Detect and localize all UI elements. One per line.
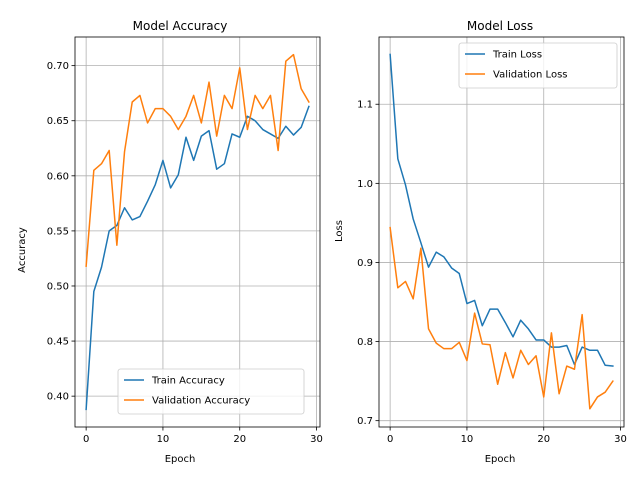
accuracy-legend-label: Validation Accuracy: [152, 396, 250, 407]
loss-series-validation-loss: [389, 226, 614, 410]
accuracy-y-tick-label: 0.70: [47, 61, 69, 72]
accuracy-x-axis-label: Epoch: [165, 454, 196, 465]
accuracy-y-tick-label: 0.65: [47, 116, 69, 127]
accuracy-x-tick-label: 30: [310, 434, 323, 445]
loss-x-tick-label: 30: [614, 434, 627, 445]
loss-legend-box: [458, 42, 618, 89]
loss-legend-label: Train Loss: [492, 50, 542, 61]
loss-y-tick-label: 1.0: [357, 179, 373, 190]
accuracy-x-tick-label: 0: [83, 434, 89, 445]
accuracy-legend: Train Accuracy Validation Accuracy: [117, 368, 305, 415]
accuracy-x-tick-label: 10: [157, 434, 170, 445]
accuracy-series-validation-accuracy: [85, 53, 310, 267]
accuracy-y-tick-label: 0.40: [47, 392, 69, 403]
accuracy-series-train-accuracy: [85, 105, 310, 411]
loss-y-tick-label: 0.7: [357, 416, 373, 427]
loss-x-tick-label: 10: [461, 434, 474, 445]
loss-x-tick-label: 20: [537, 434, 550, 445]
accuracy-x-tick-label: 20: [233, 434, 246, 445]
accuracy-legend-label: Train Accuracy: [151, 376, 225, 387]
accuracy-legend-box: [117, 368, 305, 415]
accuracy-y-tick-label: 0.60: [47, 171, 69, 182]
loss-legend-label: Validation Loss: [493, 70, 568, 81]
loss-y-tick-label: 0.9: [357, 258, 373, 269]
loss-chart: Model Loss Epoch Loss 0 10 20 30 0.7 0.8 0.9 1.…: [334, 19, 627, 465]
loss-chart-title: Model Loss: [467, 19, 533, 33]
loss-x-axis-label: Epoch: [485, 454, 516, 465]
accuracy-chart-title: Model Accuracy: [133, 19, 228, 33]
loss-y-axis-label: Loss: [334, 220, 345, 242]
loss-legend: Train Loss Validation Loss: [458, 42, 618, 89]
loss-y-tick-label: 1.1: [357, 100, 373, 111]
accuracy-chart: Model Accuracy Epoch Accuracy 0 10 20 30 0.4…: [17, 19, 323, 465]
loss-plot-frame: [378, 36, 625, 428]
loss-x-tick-label: 0: [387, 434, 393, 445]
loss-y-tick-label: 0.8: [357, 337, 373, 348]
accuracy-y-axis-label: Accuracy: [17, 227, 28, 273]
accuracy-y-tick-label: 0.45: [47, 337, 69, 348]
accuracy-y-tick-label: 0.50: [47, 281, 69, 292]
accuracy-y-tick-label: 0.55: [47, 226, 69, 237]
accuracy-plot-frame: [74, 36, 321, 428]
